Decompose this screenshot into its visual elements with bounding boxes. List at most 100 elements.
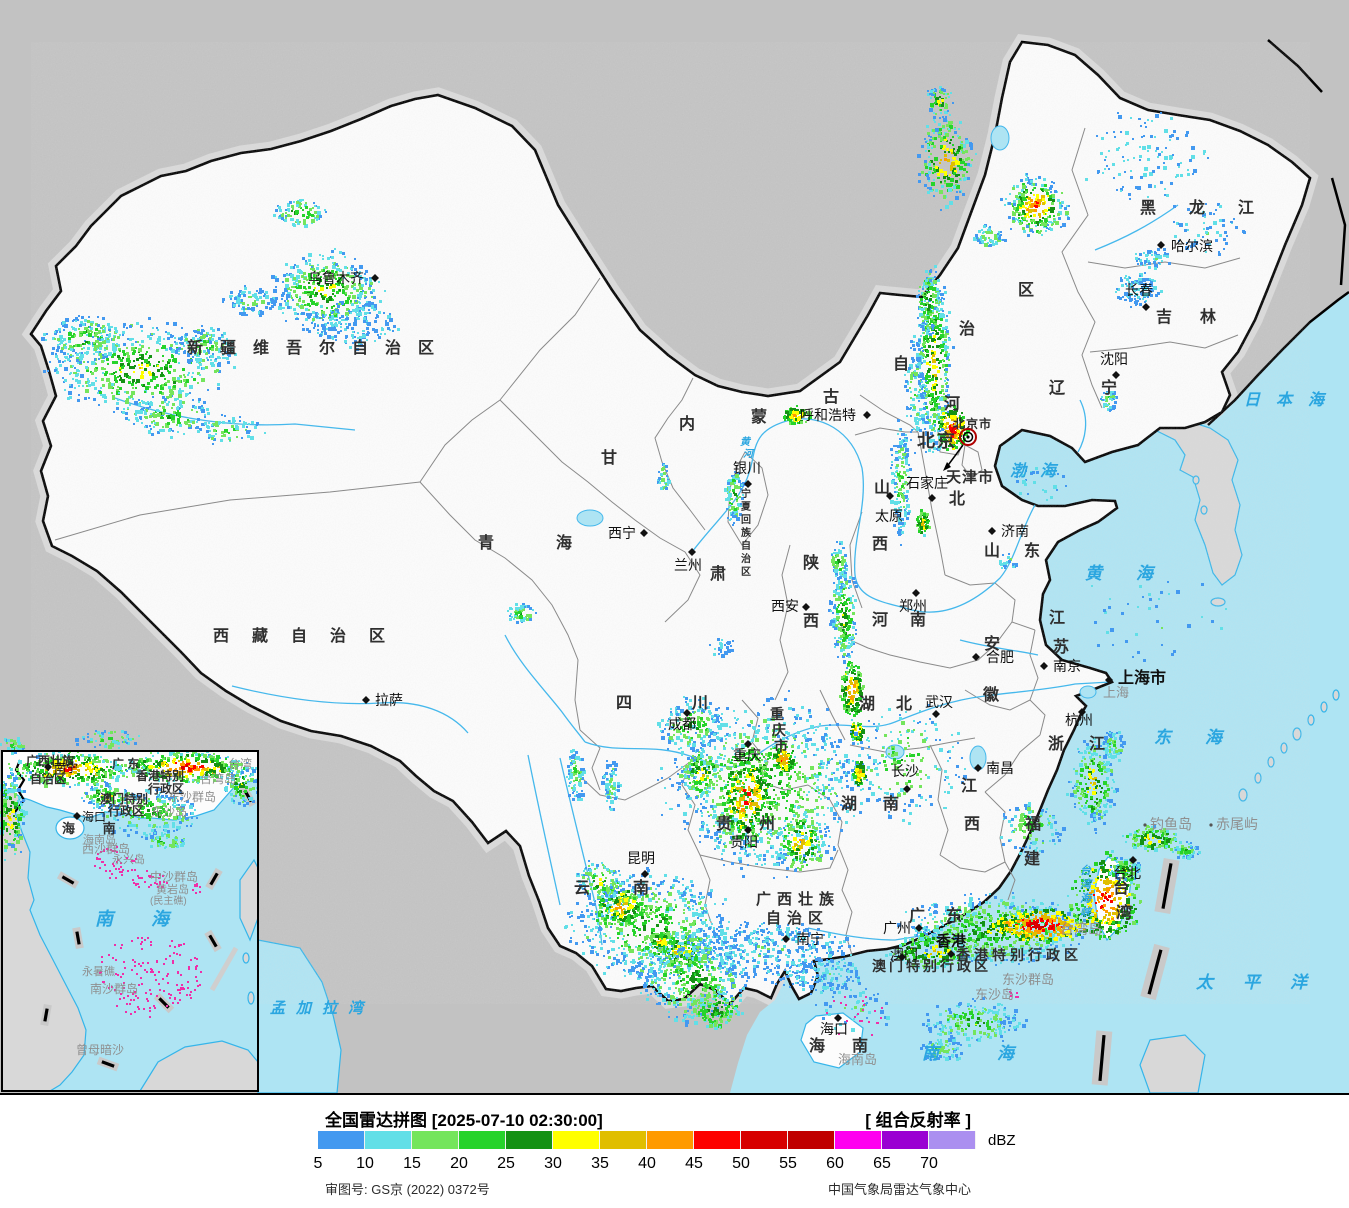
province-label: 自 [893,354,909,373]
inset-label: 海南岛 [83,832,116,846]
city-label: 西安 [771,598,799,614]
province-label: 江 [1049,609,1065,627]
city-marker [744,826,752,834]
city-marker [73,812,81,820]
city-label: 南昌 [986,760,1014,776]
province-label: 自治区 [766,909,829,927]
inset-label: 黄岩岛 [156,882,189,896]
city-marker [988,527,996,535]
province-label: 山东 [984,541,1064,560]
inset-label: 自治区 [30,771,66,786]
inset-label: 澳门特别 [100,791,148,806]
province-label: 肃 [710,565,726,583]
colorbar-segment [929,1131,976,1149]
province-label: 北 [949,490,965,508]
inset-label: 南宁 [54,760,78,775]
inset-label: 台湾 [228,756,252,771]
sea-label: 太平洋 [1195,973,1337,992]
province-label: 蒙 [751,407,767,426]
province-label: 徽 [982,685,1000,704]
province-label: 内 [679,414,695,433]
colorbar-segment [788,1131,835,1149]
city-marker [863,411,871,419]
province-label: 建 [1024,850,1040,868]
city-marker [683,709,691,717]
city-label: 武汉 [925,694,953,710]
colorbar-ticks: 5 10 15 20 25 30 35 40 45 50 55 60 65 70 [0,1155,1349,1175]
province-label: 山 [874,479,890,497]
islet-dot [1209,823,1213,827]
city-marker [834,1014,842,1022]
island-label: 钓鱼岛 [1150,816,1192,832]
city-marker [802,603,810,611]
inset-label: 西沙群岛 [82,841,130,856]
province-label: 澳门特别行政区 [872,958,991,974]
colorbar-tick: 40 [638,1155,656,1172]
colorbar-segment [459,1131,506,1149]
city-label: 上海市 [1118,668,1166,687]
inset-label: 海口 [82,809,106,824]
city-label: 杭州 [1065,712,1093,728]
product-name: [ 组合反射率 ] [865,1111,971,1130]
colorbar-tick: 55 [779,1155,797,1172]
map-license: 审图号: GS京 (2022) 0372号 [325,1182,490,1197]
province-label: 庆 [772,722,786,738]
city-label: 济南 [1001,523,1029,539]
province-label: 云南 [574,878,692,897]
city-label: 哈尔滨 [1171,238,1213,254]
inset-label: 香港特别 [135,768,184,783]
data-credit: 中国气象局雷达气象中心 [827,1182,971,1197]
radar-echo-layer [0,0,1349,1093]
province-label: 湖北 [859,695,933,713]
colorbar-segment [647,1131,694,1149]
island-label: 海南岛 [838,1052,877,1067]
city-marker [915,924,923,932]
colorbar-segment [741,1131,788,1149]
province-label: 新疆维吾尔自治区 [187,338,451,357]
city-marker [744,480,752,488]
colorbar-segment [882,1131,929,1149]
inset-sea-label: 南海 [95,909,207,929]
sea-label: 黄海 [1085,564,1187,583]
province-label: 台 [1113,878,1129,897]
island-label: 台湾岛 [1060,921,1102,937]
colorbar-segment [553,1131,600,1149]
city-label: 石家庄 [906,475,948,491]
colorbar-tick: 30 [544,1155,562,1172]
colorbar-segment [365,1131,412,1149]
colorbar-tick: 15 [403,1155,421,1172]
city-label: 太原 [875,508,903,524]
inset-label: 台湾岛 [200,771,236,786]
city-label: 郑州 [899,598,927,614]
province-label: 吉林 [1156,307,1244,326]
province-label: 广东 [909,906,983,925]
colorbar-tick: 25 [497,1155,515,1172]
legend-panel: 全国雷达拼图 [2025-07-10 02:30:00] [ 组合反射率 ] d… [0,1093,1349,1208]
city-label: 重庆 [733,747,761,763]
inset-label: 南沙群岛 [90,981,138,996]
city-label: 南京 [1053,658,1081,674]
colorbar-tick: 10 [356,1155,374,1172]
province-label: 区 [1018,281,1034,299]
colorbar-tick: 5 [313,1155,323,1172]
sea-label: 日本海 [1244,391,1340,409]
city-label: 兰州 [674,557,702,573]
province-label: 西 [803,612,819,630]
province-label: 浙江 [1048,734,1130,753]
province-label: 青海 [478,533,634,552]
island-label: 赤尾屿 [1216,816,1258,832]
province-label: 重 [770,706,784,722]
city-label: 澳门 [890,946,918,962]
inset-border [1,750,259,1092]
city-marker [972,653,980,661]
province-label: 北京 [917,430,957,451]
inset-label: 海 南 [62,821,128,836]
city-marker [782,935,790,943]
typhoon-symbol [943,428,977,471]
inset-label: 东沙岛 [151,804,187,819]
province-label: 安 [984,634,1000,653]
province-label: 治 [959,319,975,338]
city-label: 呼和浩特 [800,407,856,423]
